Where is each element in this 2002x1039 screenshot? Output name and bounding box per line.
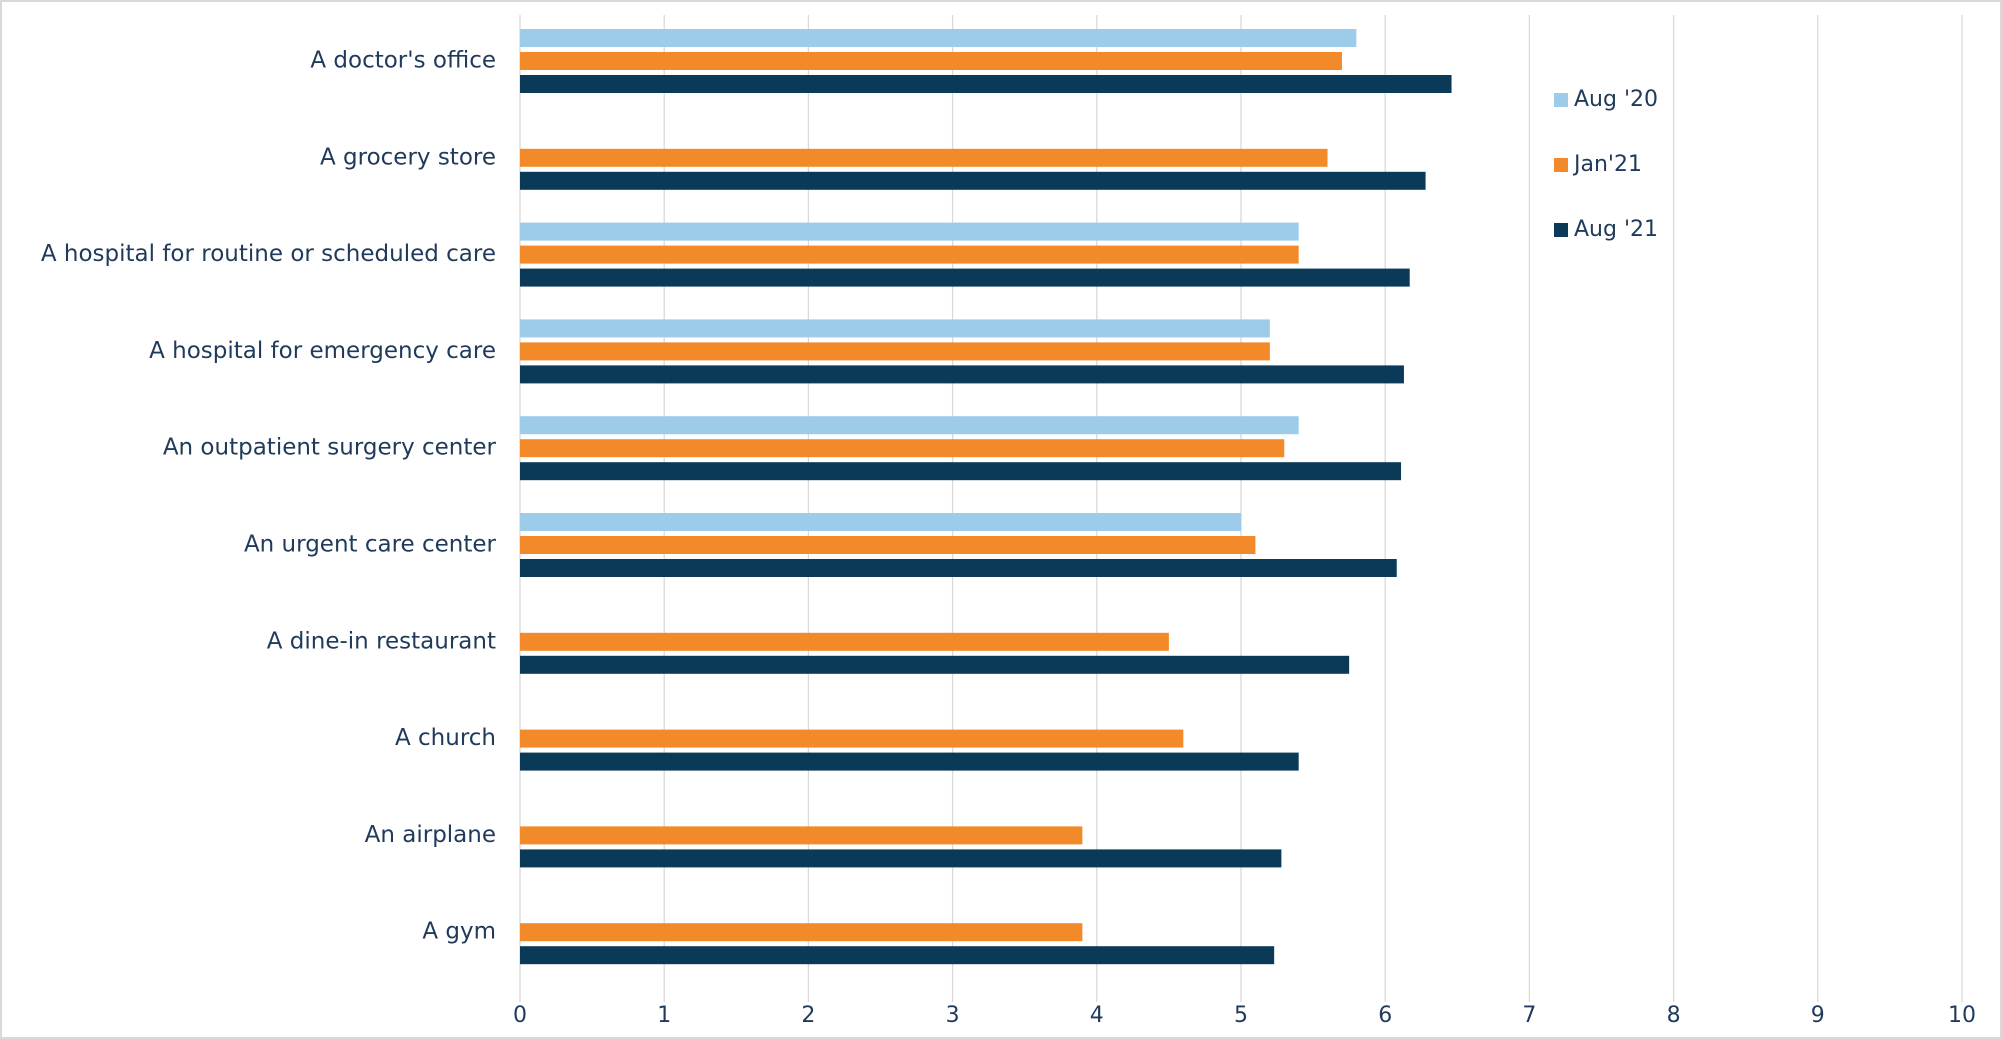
legend-label: Jan'21: [1572, 152, 1642, 177]
bar: [520, 222, 1299, 241]
legend-label: Aug '20: [1574, 87, 1658, 112]
y-tick-label: An airplane: [365, 822, 496, 848]
y-tick-label: A church: [395, 725, 496, 751]
bar: [520, 752, 1299, 771]
y-tick-label: A grocery store: [320, 144, 496, 170]
legend-swatch: [1554, 158, 1568, 172]
x-tick-label: 2: [801, 1003, 815, 1028]
y-tick-label: An outpatient surgery center: [163, 435, 497, 461]
bar: [520, 171, 1426, 190]
y-tick-label: An urgent care center: [244, 532, 497, 558]
x-tick-label: 7: [1522, 1003, 1536, 1028]
bar: [520, 655, 1350, 674]
bar: [520, 29, 1357, 47]
x-tick-label: 6: [1378, 1003, 1392, 1028]
y-tick-label: A hospital for routine or scheduled care: [41, 241, 496, 267]
y-tick-label: A hospital for emergency care: [149, 338, 496, 364]
x-tick-label: 4: [1090, 1003, 1104, 1028]
bar: [520, 923, 1083, 942]
x-tick-label: 5: [1234, 1003, 1248, 1028]
x-tick-label: 8: [1667, 1003, 1681, 1028]
bar: [520, 513, 1241, 531]
y-tick-label: A gym: [422, 919, 496, 945]
y-tick-label: A dine-in restaurant: [267, 628, 496, 654]
legend-label: Aug '21: [1574, 217, 1658, 242]
bar: [520, 342, 1270, 361]
bar: [520, 268, 1410, 287]
bar: [520, 52, 1342, 70]
bar: [520, 729, 1184, 748]
bar: [520, 462, 1402, 481]
bar: [520, 536, 1256, 554]
bar: [520, 365, 1404, 384]
x-tick-label: 0: [513, 1003, 527, 1028]
bar: [520, 148, 1328, 167]
bar: [520, 245, 1299, 264]
bar: [520, 826, 1083, 845]
x-tick-label: 3: [946, 1003, 960, 1028]
bar: [520, 849, 1282, 868]
x-tick-label: 1: [657, 1003, 671, 1028]
bar: [520, 439, 1285, 458]
legend-swatch: [1554, 93, 1568, 107]
bar: [520, 946, 1275, 965]
bar: [520, 319, 1270, 338]
y-tick-label: A doctor's office: [310, 48, 496, 74]
x-tick-label: 9: [1811, 1003, 1825, 1028]
legend-swatch: [1554, 223, 1568, 237]
bar: [520, 416, 1299, 435]
x-tick-label: 10: [1948, 1003, 1976, 1028]
bar: [520, 632, 1169, 651]
bar: [520, 559, 1397, 577]
bar: [520, 75, 1452, 93]
